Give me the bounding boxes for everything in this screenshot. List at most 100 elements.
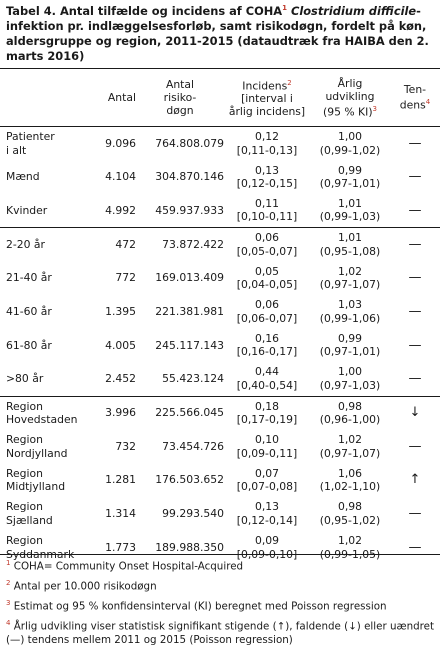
- cell-udvikling: 1,02 (0,97-1,07): [319, 264, 381, 292]
- cell-incidens: 0,44 [0,40-0,54]: [236, 365, 298, 392]
- cell-udvikling: 1,00 (0,97-1,03): [319, 365, 381, 392]
- cell-risikodogn: 99.293.540: [162, 507, 224, 521]
- cell-udvikling: 1,01 (0,99-1,03): [319, 196, 381, 224]
- cell-antal: 9.096: [105, 136, 136, 150]
- cell-tendens: —: [408, 135, 422, 151]
- cell-incidens: 0,12 [0,11-0,13]: [236, 130, 298, 157]
- cell-incidens: 0,05 [0,04-0,05]: [236, 264, 298, 292]
- cell-udvikling: 0,98 (0,96-1,00): [310, 395, 390, 430]
- cell-antal: 732: [115, 439, 136, 453]
- cell-antal: 1.395: [105, 305, 136, 319]
- caption-text-1: Tabel 4. Antal tilfælde og incidens af C…: [6, 3, 283, 18]
- cell-antal: 1.773: [105, 540, 136, 554]
- cell-tendens: —: [408, 539, 422, 555]
- header-risikodogn: Antal risiko-døgn: [136, 68, 224, 127]
- table-row: Region Hovedstaden 3.996 225.566.045 0,18 [0,…: [0, 395, 440, 430]
- cell-incidens: 0,07 [0,07-0,08]: [236, 466, 298, 494]
- row-label: 2-20 år: [0, 227, 86, 262]
- caption-text-2: -infektion pr. indlæggelsesforløb, samt …: [6, 3, 429, 64]
- cell-tendens: —: [408, 304, 422, 320]
- row-label: >80 år: [6, 372, 44, 386]
- incidence-table: Antal Antal risiko-døgn Incidens2 [interva…: [0, 68, 440, 564]
- table-row: 2-20 år 472 73.872.422 0,06 [0,05-0,07] 1,01(…: [0, 227, 440, 262]
- row-label: Patienter i alt: [6, 130, 55, 157]
- caption-italic-organism: Clostridium difficile: [290, 3, 417, 18]
- footnote-3: 3 Estimat og 95 % konfidensinterval (KI)…: [6, 599, 387, 613]
- cell-incidens: 0,13 [0,12-0,14]: [236, 500, 298, 527]
- cell-risikodogn: 304.870.146: [155, 170, 224, 184]
- cell-tendens: ↓: [390, 395, 440, 430]
- cell-udvikling: 1,03 (0,99-1,06): [319, 298, 381, 325]
- cell-risikodogn: 189.988.350: [155, 540, 224, 554]
- row-label: Region Hovedstaden: [0, 395, 86, 430]
- cell-tendens: —: [408, 270, 422, 286]
- cell-incidens: 0,16 [0,16-0,17]: [236, 331, 298, 359]
- footnote-divider: [0, 554, 440, 555]
- cell-risikodogn: 764.808.079: [155, 136, 224, 150]
- row-label: Region Nordjylland: [6, 433, 68, 460]
- table-row: Region Sjælland 1.314 99.293.540 0,13 [0,12-0…: [0, 497, 440, 531]
- cell-antal: 772: [115, 271, 136, 285]
- header-row: Antal Antal risiko-døgn Incidens2 [interva…: [0, 68, 440, 127]
- header-incidens: Incidens2 [interval i årlig incidens]: [224, 68, 310, 127]
- table-row: Region Nordjylland 732 73.454.726 0,10 [0,09-…: [0, 430, 440, 464]
- footnote-4: 4 Årlig udvikling viser statistisk signi…: [6, 619, 435, 647]
- cell-udvikling: 0,99 (0,97-1,01): [319, 331, 381, 359]
- header-antal: Antal: [86, 68, 136, 127]
- cell-antal: 3.996: [86, 395, 136, 430]
- row-label: 41-60 år: [6, 305, 52, 319]
- cell-antal: 2.452: [105, 372, 136, 386]
- cell-antal: 472: [86, 227, 136, 262]
- cell-tendens: —: [408, 438, 422, 454]
- cell-incidens: 0,06 [0,05-0,07]: [224, 227, 310, 262]
- cell-incidens: 0,18 [0,17-0,19]: [224, 395, 310, 430]
- cell-tendens: —: [408, 371, 422, 387]
- table-row: Region Midtjylland 1.281 176.503.652 0,07 [0,…: [0, 463, 440, 497]
- footnotes: 1 COHA= Community Onset Hospital-Acquire…: [0, 554, 440, 651]
- cell-incidens: 0,11 [0,10-0,11]: [236, 196, 298, 224]
- cell-udvikling: 1,02 (0,97-1,07): [319, 433, 381, 460]
- cell-risikodogn: 459.937.933: [155, 203, 224, 217]
- cell-risikodogn: 73.454.726: [162, 439, 224, 453]
- cell-udvikling: 1,01 (0,95-1,08): [310, 227, 390, 262]
- table-row: Mænd 4.104 304.870.146 0,13 [0,12-0,15] 0,99(…: [0, 160, 440, 194]
- row-label: Kvinder: [6, 203, 48, 217]
- row-label: Region Midtjylland: [6, 466, 66, 494]
- cell-tendens: —: [390, 227, 440, 262]
- header-arlig-udvikling: Årlig udvikling (95 % KI)3: [310, 68, 390, 127]
- cell-risikodogn: 221.381.981: [155, 305, 224, 319]
- caption-footnote-ref: 1: [282, 4, 287, 12]
- table-row: 61-80 år 4.005 245.117.143 0,16 [0,16-0,17] 0…: [0, 329, 440, 363]
- row-label: Region Sjælland: [6, 500, 53, 527]
- row-label: Mænd: [6, 170, 40, 184]
- cell-tendens: —: [408, 202, 422, 218]
- cell-risikodogn: 73.872.422: [136, 227, 224, 262]
- table-row: >80 år 2.452 55.423.124 0,44 [0,40-0,54] 1,00…: [0, 362, 440, 396]
- table-row: 41-60 år 1.395 221.381.981 0,06 [0,06-0,07] 1…: [0, 295, 440, 329]
- table-caption: Tabel 4. Antal tilfælde og incidens af C…: [6, 1, 436, 65]
- cell-udvikling: 0,98 (0,95-1,02): [319, 500, 381, 527]
- cell-risikodogn: 225.566.045: [136, 395, 224, 430]
- cell-tendens: —: [408, 506, 422, 522]
- cell-antal: 4.005: [105, 338, 136, 352]
- cell-antal: 1.314: [105, 507, 136, 521]
- cell-incidens: 0,06 [0,06-0,07]: [236, 298, 298, 325]
- row-label: 21-40 år: [6, 271, 52, 285]
- cell-antal: 4.992: [105, 203, 136, 217]
- cell-tendens: —: [408, 337, 422, 353]
- cell-udvikling: 1,00 (0,99-1,02): [319, 130, 381, 157]
- cell-risikodogn: 55.423.124: [162, 372, 224, 386]
- header-label: [0, 68, 86, 127]
- cell-risikodogn: 169.013.409: [155, 271, 224, 285]
- cell-risikodogn: 245.117.143: [155, 338, 224, 352]
- footnote-1: 1 COHA= Community Onset Hospital-Acquire…: [6, 559, 244, 573]
- cell-udvikling: 1,06 (1,02-1,10): [319, 466, 381, 494]
- table-row: 21-40 år 772 169.013.409 0,05 [0,04-0,05] 1,0…: [0, 261, 440, 295]
- cell-incidens: 0,13 [0,12-0,15]: [236, 163, 298, 191]
- cell-tendens: —: [408, 169, 422, 185]
- cell-antal: 4.104: [105, 170, 136, 184]
- cell-antal: 1.281: [105, 473, 136, 487]
- cell-risikodogn: 176.503.652: [155, 473, 224, 487]
- row-label: 61-80 år: [6, 338, 52, 352]
- table-row: Kvinder 4.992 459.937.933 0,11 [0,10-0,11] 1,…: [0, 194, 440, 228]
